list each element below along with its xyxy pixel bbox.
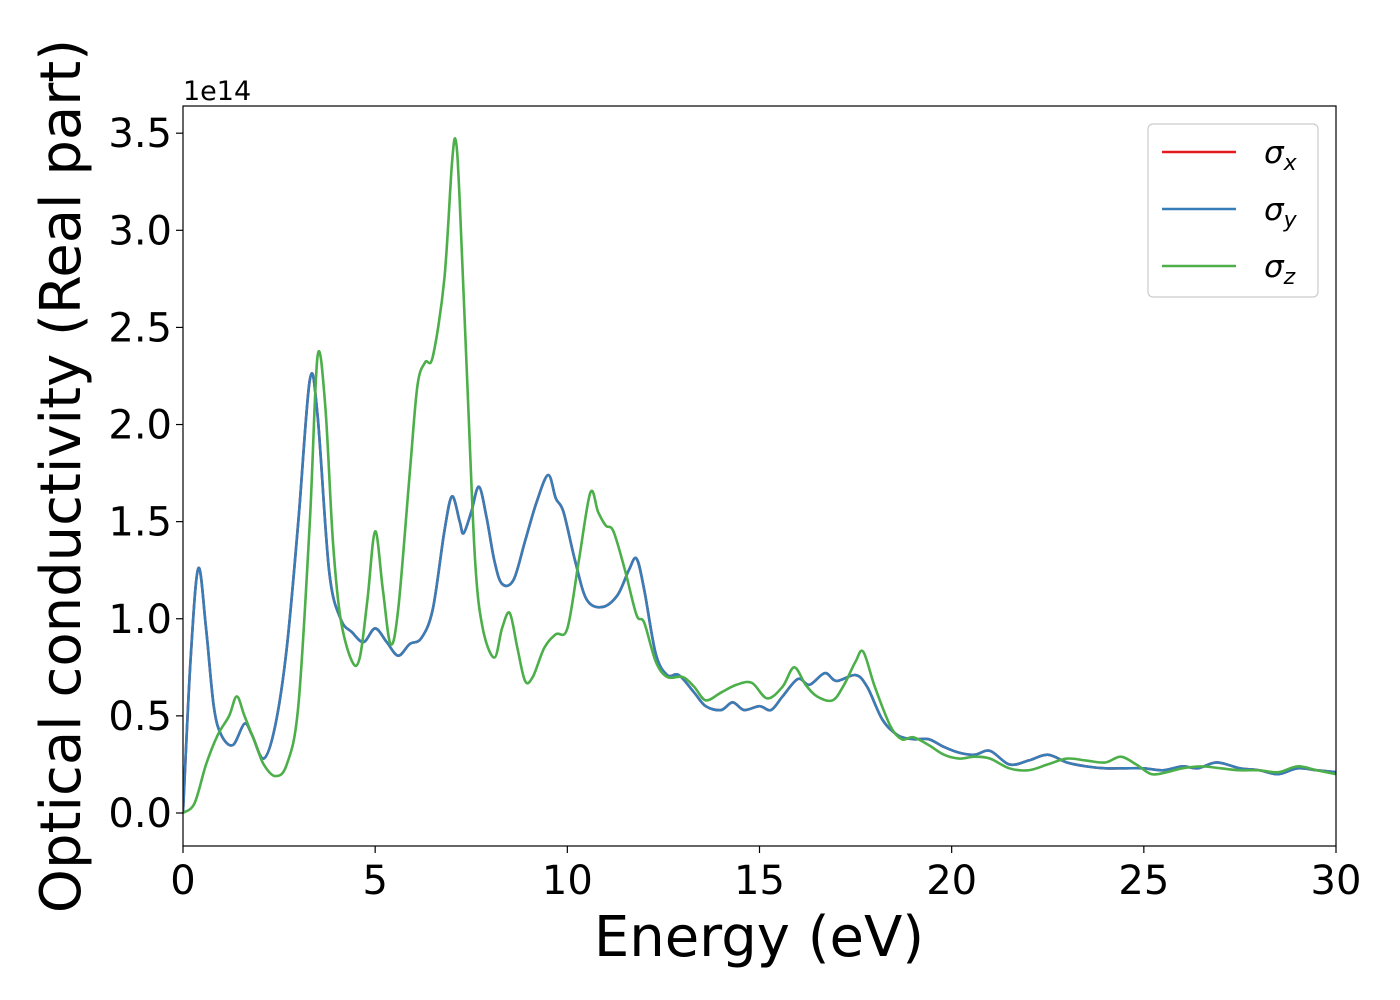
y-tick-label: 0.0 <box>108 791 172 837</box>
x-tick-label: 5 <box>362 858 387 904</box>
x-tick-label: 0 <box>170 858 195 904</box>
series-layer <box>183 137 1336 815</box>
x-axis-ticks: 0 5 10 15 20 25 30 <box>170 846 1361 904</box>
x-axis-label: Energy (eV) <box>594 905 924 970</box>
series-line-z <box>183 137 1336 815</box>
x-tick-label: 20 <box>926 858 977 904</box>
x-tick-label: 30 <box>1311 858 1362 904</box>
y-tick-label: 1.0 <box>108 597 172 643</box>
y-offset-text: 1e14 <box>183 76 251 107</box>
y-tick-label: 2.5 <box>108 305 172 351</box>
y-tick-label: 3.5 <box>108 111 172 157</box>
x-tick-label: 15 <box>734 858 785 904</box>
legend-box <box>1147 123 1319 298</box>
series-line-y <box>183 372 1336 814</box>
x-tick-label: 25 <box>1118 858 1169 904</box>
x-tick-label: 10 <box>542 858 593 904</box>
y-axis-ticks: 0.0 0.5 1.0 1.5 2.0 2.5 3.0 3.5 <box>108 111 183 837</box>
y-axis-label: Optical conductivity (Real part) <box>29 39 94 913</box>
y-tick-label: 0.5 <box>108 694 172 740</box>
y-tick-label: 1.5 <box>108 500 172 546</box>
y-tick-label: 2.0 <box>108 403 172 449</box>
y-tick-label: 3.0 <box>108 208 172 254</box>
series-line-x <box>183 372 1336 814</box>
